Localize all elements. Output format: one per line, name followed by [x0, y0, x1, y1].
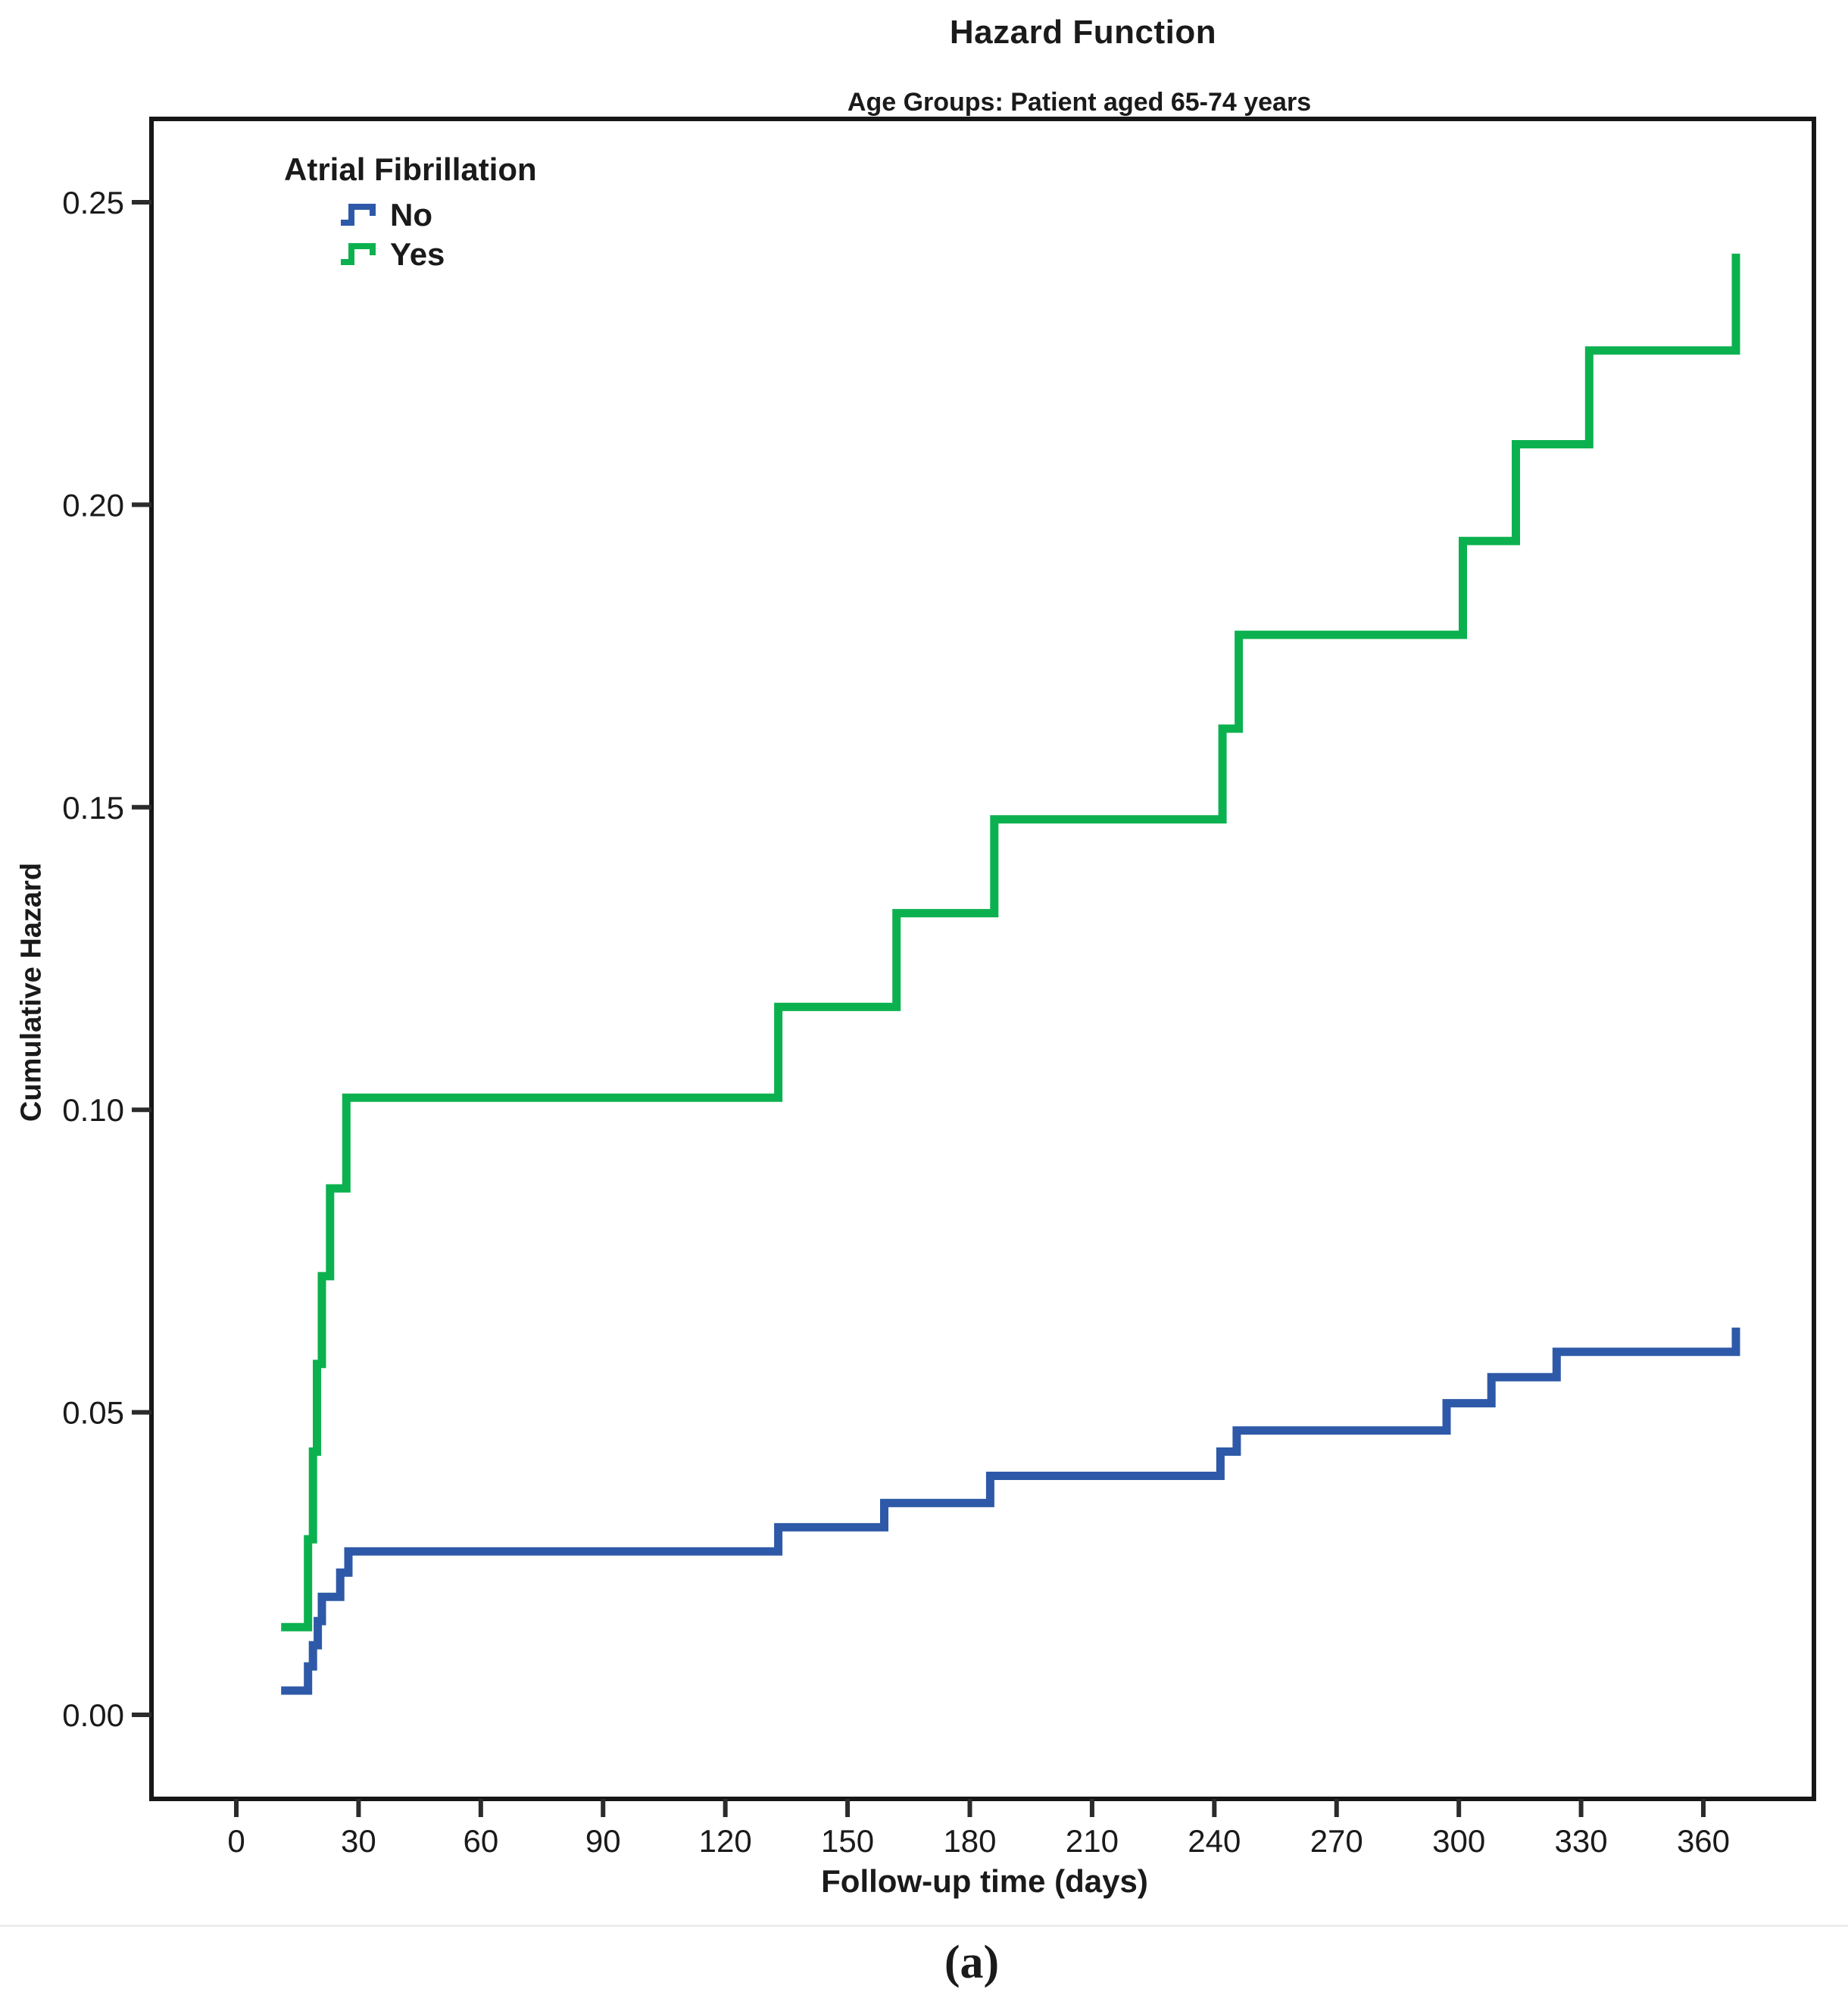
step-line-icon: [341, 204, 376, 226]
chart-subtitle: Age Groups: Patient aged 65-74 years: [847, 88, 1312, 117]
separator-line: [0, 1925, 1848, 1927]
x-tick-label: 300: [1432, 1823, 1485, 1859]
legend-item-yes: Yes: [339, 235, 537, 274]
y-tick-label: 0.10: [62, 1092, 124, 1128]
panel-caption: (a): [944, 1937, 1000, 1988]
legend-item-label: Yes: [390, 236, 445, 272]
x-tick-label: 60: [463, 1823, 498, 1859]
legend-item-label: No: [390, 197, 432, 233]
x-tick-label: 270: [1310, 1823, 1363, 1859]
y-axis-title: Cumulative Hazard: [15, 862, 48, 1123]
x-tick-label: 330: [1555, 1823, 1608, 1859]
x-tick-label: 150: [821, 1823, 874, 1859]
x-tick-label: 90: [585, 1823, 621, 1859]
y-tick-label: 0.05: [62, 1395, 124, 1431]
x-tick-label: 180: [943, 1823, 996, 1859]
chart-title: Hazard Function: [949, 14, 1217, 51]
plot-frame: [149, 117, 1816, 1801]
x-axis-title: Follow-up time (days): [821, 1863, 1148, 1899]
y-tick-label: 0.15: [62, 790, 124, 826]
legend: Atrial Fibrillation No Yes: [284, 151, 537, 274]
x-tick-label: 210: [1066, 1823, 1119, 1859]
y-tick-label: 0.00: [62, 1697, 124, 1733]
x-tick-label: 360: [1677, 1823, 1730, 1859]
x-tick-label: 30: [341, 1823, 376, 1859]
x-tick-label: 0: [227, 1823, 245, 1859]
series-line-yes: [281, 253, 1740, 1631]
series-line-no: [281, 1327, 1740, 1695]
legend-title: Atrial Fibrillation: [284, 151, 537, 187]
y-tick-label: 0.25: [62, 185, 124, 220]
x-tick-label: 120: [699, 1823, 752, 1859]
x-tick-label: 240: [1188, 1823, 1241, 1859]
legend-item-no: No: [339, 195, 537, 235]
y-tick-label: 0.20: [62, 487, 124, 523]
step-line-icon: [341, 243, 376, 265]
